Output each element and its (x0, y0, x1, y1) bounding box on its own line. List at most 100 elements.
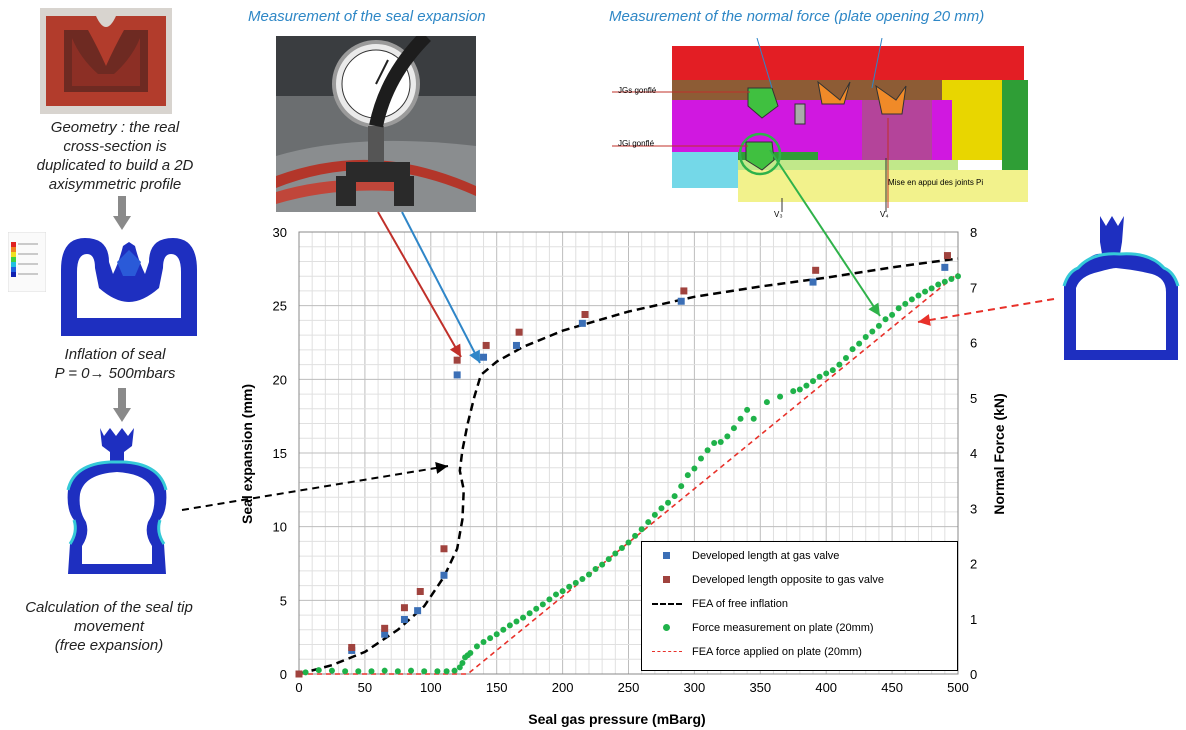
data-point-dot (915, 292, 922, 299)
data-point-dot (559, 588, 566, 595)
data-point-dot (599, 561, 606, 568)
expansion-blue-arrow (401, 211, 481, 364)
data-point-dot (651, 511, 658, 518)
data-point-square (515, 328, 523, 336)
data-point-dot (875, 322, 882, 329)
calculation-caption: Calculation of the seal tip movement (fr… (25, 599, 193, 654)
legend-item: Force measurement on plate (20mm) (652, 618, 874, 638)
data-point-dot (862, 333, 869, 340)
data-point-square (440, 545, 448, 553)
data-point-dot (941, 278, 948, 285)
data-point-dot (889, 311, 896, 318)
y2-axis-label: Normal Force (kN) (991, 393, 1007, 514)
x-tick-label: 400 (815, 680, 837, 695)
data-point-dot (678, 483, 685, 490)
down-arrow-icon (113, 388, 131, 422)
data-point-dot (882, 316, 889, 323)
data-point-dot (955, 273, 961, 280)
geometry-caption: Geometry : the real cross-section is dup… (36, 119, 194, 193)
x-tick-label: 0 (295, 680, 302, 695)
data-point-square (809, 278, 817, 286)
y-tick-label: 15 (273, 446, 287, 461)
legend-red-dash-icon (652, 646, 682, 658)
data-point-square (440, 571, 448, 579)
data-point-dot (671, 493, 678, 500)
data-point-square (400, 604, 408, 612)
data-point-dot (328, 667, 335, 674)
expansion-blue-arrow-head (469, 349, 480, 363)
jgs-label: JGs gonflé (618, 86, 657, 95)
data-point-dot (443, 668, 450, 675)
data-point-dot (618, 545, 625, 552)
plate-force-diagram: JGs gonflé JGi gonflé Mise en appui des … (612, 37, 1030, 226)
data-point-dot (434, 668, 441, 675)
data-point-square (416, 587, 424, 595)
data-point-dot (342, 668, 349, 675)
data-point-dot (605, 556, 612, 563)
data-point-dot (526, 610, 533, 617)
data-point-dot (724, 433, 731, 440)
data-point-square (941, 263, 949, 271)
data-point-dot (935, 281, 942, 288)
fea-force-red-arrow-head (918, 314, 931, 326)
y-axis-label: Seal expansion (mm) (239, 384, 255, 524)
fea-force-red-arrow (917, 298, 1055, 323)
y-tick-label: 20 (273, 372, 287, 387)
data-point-square (295, 670, 303, 678)
data-point-square (348, 646, 356, 654)
expansion-red-arrow-head (449, 343, 461, 357)
data-point-dot (928, 285, 935, 292)
data-point-dot (697, 455, 704, 462)
seal-contact-fea-image (1040, 212, 1186, 362)
free-expansion-black-arrow (181, 465, 449, 511)
chart-legend: Developed length at gas valve Developed … (641, 541, 958, 671)
data-point-dot (592, 566, 599, 573)
x-tick-label: 50 (358, 680, 372, 695)
data-point-dot (744, 406, 751, 413)
data-point-dot (566, 583, 573, 590)
data-point-dot (368, 668, 375, 675)
legend-black-dash-icon (652, 598, 682, 610)
data-point-dot (948, 275, 955, 282)
data-point-dot (467, 650, 474, 657)
data-point-dot (473, 643, 480, 650)
x-tick-label: 100 (420, 680, 442, 695)
data-point-square (680, 287, 688, 295)
data-point-dot (451, 667, 458, 674)
data-point-dot (902, 300, 909, 307)
y2-tick-label: 2 (970, 557, 977, 572)
data-point-dot (849, 346, 856, 353)
data-point-dot (487, 635, 494, 642)
data-point-dot (684, 472, 691, 479)
v3-label: V₃ (774, 210, 783, 219)
data-point-dot (459, 659, 466, 666)
data-point-dot (520, 614, 527, 621)
legend-green-dot-icon (652, 622, 682, 634)
y-tick-label: 25 (273, 299, 287, 314)
x-tick-label: 350 (749, 680, 771, 695)
data-point-dot (777, 393, 784, 400)
data-point-dot (869, 328, 876, 335)
data-point-dot (704, 447, 711, 454)
y-tick-label: 30 (273, 225, 287, 240)
data-point-square (348, 643, 356, 651)
data-point-dot (823, 370, 830, 377)
x-tick-label: 150 (486, 680, 508, 695)
legend-item: Developed length opposite to gas valve (652, 570, 884, 590)
y2-tick-label: 1 (970, 612, 977, 627)
data-point-dot (456, 664, 463, 671)
seal-cross-section-photo (40, 8, 172, 114)
y2-tick-label: 5 (970, 391, 977, 406)
data-point-dot (717, 438, 724, 445)
y-tick-label: 10 (273, 520, 287, 535)
data-point-dot (539, 601, 546, 608)
data-point-dot (737, 415, 744, 422)
data-point-dot (691, 465, 698, 472)
data-point-dot (645, 519, 652, 526)
data-point-square (453, 356, 461, 364)
x-tick-label: 250 (618, 680, 640, 695)
data-point-dot (750, 415, 757, 422)
expansion-measurement-title: Measurement of the seal expansion (248, 8, 486, 25)
data-point-dot (612, 550, 619, 557)
data-point-dot (836, 361, 843, 368)
